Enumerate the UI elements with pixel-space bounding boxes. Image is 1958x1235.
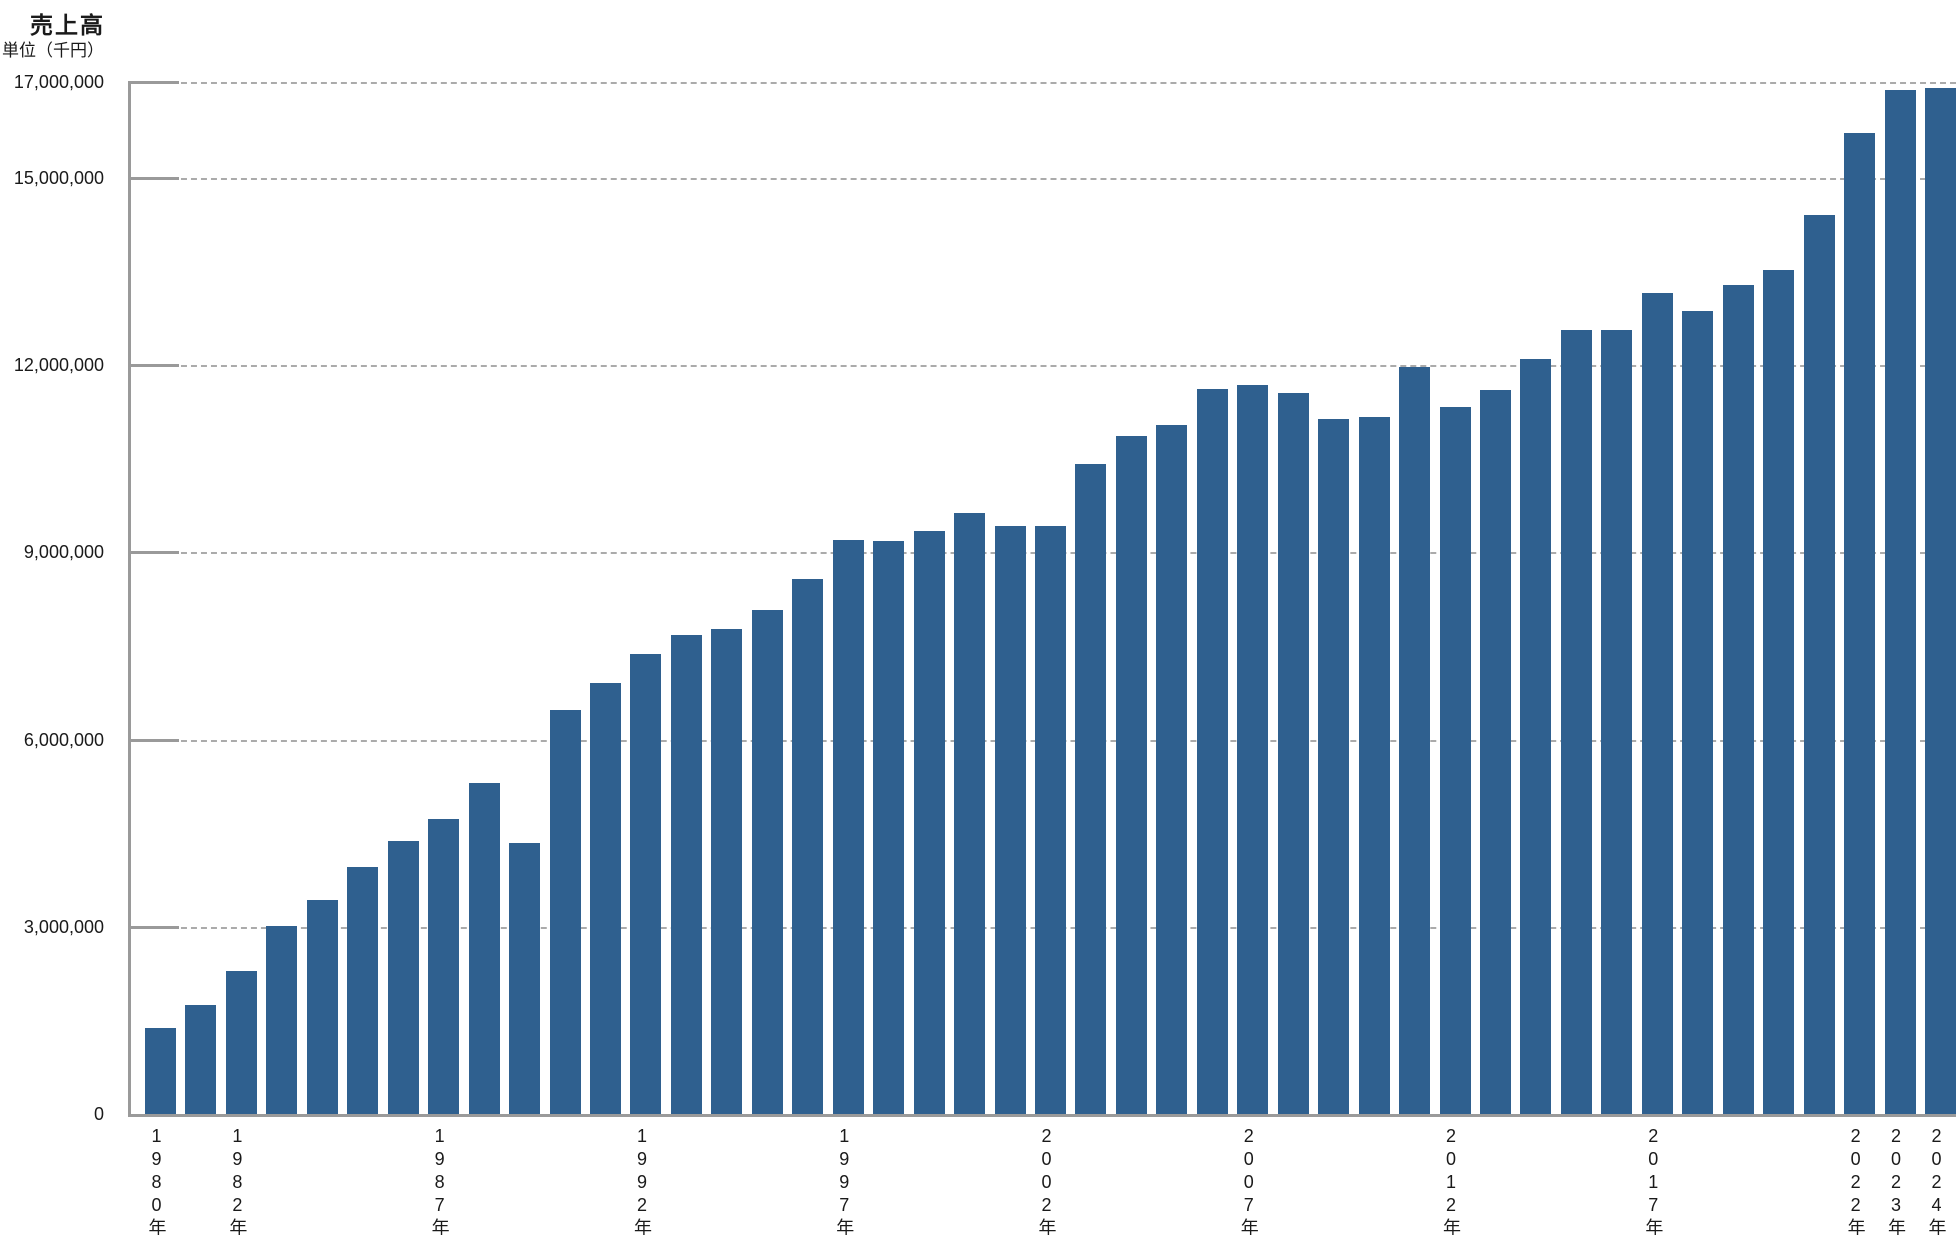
bar-1994年 <box>711 629 743 1114</box>
y-axis-label: 6,000,000 <box>23 729 104 750</box>
bar-2023年 <box>1884 90 1916 1114</box>
bar-1998年 <box>873 540 905 1114</box>
bar-2016年 <box>1601 330 1633 1114</box>
bar-2012年 <box>1439 407 1471 1114</box>
y-axis-label: 15,000,000 <box>13 168 104 188</box>
bar-1985年 <box>347 866 379 1114</box>
bar-1986年 <box>387 840 419 1114</box>
bar-1992年 <box>630 654 662 1114</box>
bar-2005年 <box>1156 425 1188 1114</box>
bar-2014年 <box>1520 358 1552 1114</box>
bar-2017年 <box>1641 292 1673 1114</box>
bar-2011年 <box>1399 367 1431 1114</box>
plot-area <box>128 81 1956 1117</box>
y-tick-mark <box>128 81 179 84</box>
bar-2015年 <box>1560 330 1592 1114</box>
bar-2010年 <box>1358 417 1390 1114</box>
bar-2021年 <box>1803 214 1835 1114</box>
y-axis-label: 17,000,000 <box>13 72 104 92</box>
bar-2024年 <box>1925 88 1956 1114</box>
x-axis-label-1987年: 1987年 <box>429 1126 450 1235</box>
bar-1983年 <box>266 926 298 1114</box>
bar-2003年 <box>1075 463 1107 1114</box>
y-tick-mark <box>128 925 179 929</box>
y-axis-label: 3,000,000 <box>23 916 104 937</box>
bar-2018年 <box>1682 310 1714 1114</box>
bar-2000年 <box>954 513 986 1114</box>
bar-1999年 <box>913 531 945 1114</box>
x-axis-label-2007年: 2007年 <box>1238 1126 1259 1235</box>
x-axis-label-1980年: 1980年 <box>146 1126 167 1235</box>
bar-1989年 <box>509 843 541 1114</box>
gridline-12,000,000 <box>131 365 1956 368</box>
x-axis-label-2024年: 2024年 <box>1926 1126 1947 1235</box>
y-tick-mark <box>128 177 179 180</box>
y-tick-mark <box>128 738 179 742</box>
gridline-15,000,000 <box>131 178 1956 180</box>
bar-2022年 <box>1844 133 1876 1114</box>
bar-1980年 <box>145 1027 176 1114</box>
bar-1997年 <box>832 539 864 1114</box>
bar-2001年 <box>994 526 1026 1114</box>
bar-2006年 <box>1196 388 1228 1114</box>
x-axis-label-2017年: 2017年 <box>1643 1126 1664 1235</box>
y-tick-mark <box>128 551 179 555</box>
bar-2002年 <box>1035 526 1066 1114</box>
bar-1987年 <box>428 818 460 1114</box>
bar-1990年 <box>549 710 581 1114</box>
bar-2020年 <box>1763 269 1795 1114</box>
y-axis-label: 9,000,000 <box>23 542 104 563</box>
bar-2019年 <box>1722 284 1754 1114</box>
x-axis-label-2012年: 2012年 <box>1441 1126 1462 1235</box>
bar-2007年 <box>1237 385 1269 1114</box>
x-axis-label-2022年: 2022年 <box>1845 1126 1866 1235</box>
bar-1981年 <box>185 1004 217 1114</box>
y-axis-label: 12,000,000 <box>13 355 104 376</box>
y-tick-mark <box>128 364 179 368</box>
bar-1995年 <box>751 609 783 1114</box>
x-axis-label-2023年: 2023年 <box>1886 1126 1907 1235</box>
bar-1982年 <box>225 971 257 1114</box>
bar-1993年 <box>670 634 702 1114</box>
bar-2004年 <box>1115 435 1147 1114</box>
bar-1988年 <box>468 783 500 1114</box>
x-axis-label-1992年: 1992年 <box>631 1126 652 1235</box>
bar-2013年 <box>1480 390 1511 1114</box>
chart-title: 売上高 <box>30 12 105 38</box>
y-axis-label: 0 <box>93 1104 104 1124</box>
bar-2008年 <box>1277 393 1309 1114</box>
bar-1996年 <box>792 579 824 1114</box>
gridline-17,000,000 <box>131 82 1956 84</box>
x-axis-label-1982年: 1982年 <box>227 1126 248 1235</box>
bar-1991年 <box>590 682 621 1114</box>
bar-2009年 <box>1318 418 1350 1114</box>
x-axis-label-1997年: 1997年 <box>834 1126 855 1235</box>
x-axis-label-2002年: 2002年 <box>1036 1126 1057 1235</box>
unit-label: 単位（千円） <box>2 41 104 60</box>
bar-1984年 <box>306 899 338 1114</box>
